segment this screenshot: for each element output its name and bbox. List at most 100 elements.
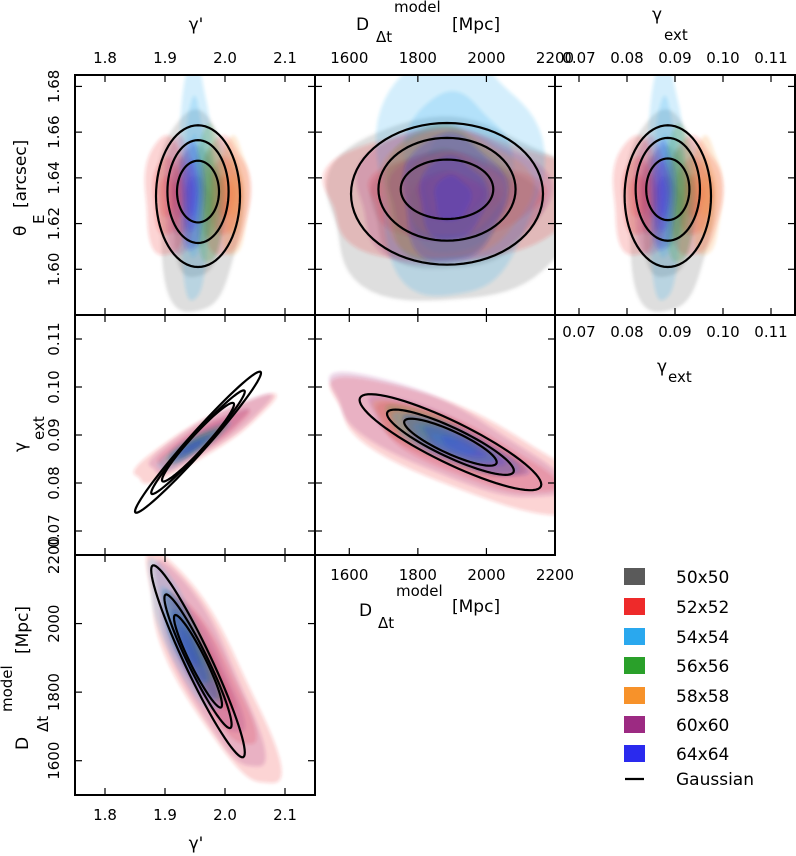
panel-gx-vs-th xyxy=(554,74,796,316)
legend-item-54x54: 54x54 xyxy=(624,628,729,648)
density-level xyxy=(674,169,686,218)
bottom-gamma-prime-tick-label: 1.9 xyxy=(153,806,177,824)
top-label-d: D xyxy=(356,15,369,35)
legend-item-50x50: 50x50 xyxy=(624,568,729,588)
density-level xyxy=(434,175,472,221)
ticks xyxy=(315,75,555,315)
top-label-gext-sub: ext xyxy=(664,26,688,44)
gaussian-contour-1 xyxy=(403,417,498,467)
mid-label-d-sup: model xyxy=(396,582,443,600)
mid-d-tick-label: 2000 xyxy=(467,566,505,584)
ticks xyxy=(75,315,315,555)
top-gext-tick-label: 0.11 xyxy=(754,49,787,67)
left-label-theta-unit: [arcsec] xyxy=(11,140,31,208)
density-64x64-gp-gx-4 xyxy=(168,430,219,463)
top-gamma-prime-tick-label: 1.9 xyxy=(153,49,177,67)
density-64x64-d-gx-5 xyxy=(402,414,530,477)
legend-label-52x52: 52x52 xyxy=(676,598,729,618)
top-label-d-unit: [Mpc] xyxy=(452,15,500,35)
right-label-gext-sub: ext xyxy=(668,368,692,386)
legend-label-58x58: 58x58 xyxy=(676,687,729,707)
density-level xyxy=(183,441,202,453)
mid-label-d: D xyxy=(359,601,372,621)
mid-label-d-unit: [Mpc] xyxy=(452,597,500,617)
legend-label-gaussian: Gaussian xyxy=(676,770,754,790)
legend-item-gaussian: Gaussian xyxy=(625,770,754,790)
left-theta-tick-label: 1.62 xyxy=(45,207,63,240)
panel-gp-th-density xyxy=(144,75,252,312)
left-d-tick-label: 2200 xyxy=(45,536,63,574)
left-gext-tick-label: 0.11 xyxy=(45,322,63,355)
density-level xyxy=(187,176,197,216)
bottom-gamma-prime-tick-label: 2.0 xyxy=(213,806,237,824)
panel-gp-vs-th xyxy=(74,74,316,316)
gaussian-contours xyxy=(349,121,545,266)
left-theta-tick-label: 1.68 xyxy=(45,70,63,103)
gaussian-contour-2 xyxy=(634,136,702,242)
gaussian-contour-3 xyxy=(150,564,246,759)
density-level xyxy=(701,174,713,217)
bottom-label-gamma-prime: γ' xyxy=(189,834,204,854)
right-gext-tick-label: 0.08 xyxy=(610,323,643,341)
ticks xyxy=(555,75,795,315)
gaussian-contours xyxy=(133,370,263,514)
left-gext-tick-label: 0.08 xyxy=(45,466,63,499)
top-gext-tick-label: 0.10 xyxy=(706,49,739,67)
left-theta-tick-label: 1.66 xyxy=(45,115,63,148)
legend-swatch-54x54 xyxy=(624,628,645,645)
mid-label-d-sub: Δt xyxy=(378,614,394,632)
left-label-gext-sub: ext xyxy=(30,416,48,440)
left-label-d-sub: Δt xyxy=(34,716,52,732)
panel-d-vs-th xyxy=(314,74,556,316)
gaussian-contours xyxy=(150,564,246,759)
density-level xyxy=(205,169,216,218)
density-level xyxy=(658,176,668,216)
left-theta-tick-label: 1.64 xyxy=(45,161,63,194)
gaussian-contour-3 xyxy=(154,124,242,269)
left-label-d-unit: [Mpc] xyxy=(13,606,33,654)
top-d-tick-label: 1800 xyxy=(399,49,437,67)
legend-item-56x56: 56x56 xyxy=(624,657,729,677)
top-gext-tick-label: 0.09 xyxy=(658,49,691,67)
legend: 50x50 52x52 54x54 56x56 58x58 60x60 64x6… xyxy=(624,568,754,790)
left-gext-tick-label: 0.09 xyxy=(45,418,63,451)
legend-swatch-56x56 xyxy=(624,657,645,674)
axis-titles: γ' D model Δt [Mpc] γ ext γ ext D model … xyxy=(0,0,692,854)
top-label-d-sup: model xyxy=(394,0,441,16)
ticks xyxy=(315,315,555,555)
right-gext-tick-label: 0.10 xyxy=(706,323,739,341)
gaussian-contour-1 xyxy=(172,613,224,709)
top-label-gamma-prime: γ' xyxy=(189,15,204,35)
top-gamma-prime-tick-label: 1.8 xyxy=(93,49,117,67)
legend-swatch-60x60 xyxy=(624,716,645,733)
panel-gp-vs-d xyxy=(74,554,316,796)
gaussian-contour-2 xyxy=(377,136,517,242)
panel-d-vs-gx xyxy=(314,314,556,556)
left-d-tick-label: 2000 xyxy=(45,605,63,643)
bottom-gamma-prime-tick-label: 2.1 xyxy=(273,806,297,824)
left-d-tick-label: 1600 xyxy=(45,742,63,780)
top-gext-tick-label: 0.08 xyxy=(610,49,643,67)
gaussian-contour-1 xyxy=(399,158,495,221)
right-gext-tick-label: 0.09 xyxy=(658,323,691,341)
gaussian-contour-2 xyxy=(166,139,230,245)
left-label-theta: θ xyxy=(11,226,31,236)
left-label-theta-sub: E xyxy=(30,215,48,224)
gaussian-contours xyxy=(623,124,713,269)
density-64x64-gp-d-4 xyxy=(163,590,218,700)
legend-item-60x60: 60x60 xyxy=(624,716,729,736)
top-gamma-prime-tick-label: 2.1 xyxy=(273,49,297,67)
left-label-d: D xyxy=(13,737,33,750)
top-label-gext: γ xyxy=(652,5,662,25)
density-56x56-gp-th-4 xyxy=(196,123,226,262)
legend-label-60x60: 60x60 xyxy=(676,716,729,736)
gaussian-contour-2 xyxy=(150,389,246,496)
legend-item-58x58: 58x58 xyxy=(624,687,729,707)
legend-swatch-52x52 xyxy=(624,598,645,615)
panel-d-th-density xyxy=(322,75,555,301)
right-gext-tick-label: 0.11 xyxy=(754,323,787,341)
ticks xyxy=(75,555,315,795)
gaussian-contour-2 xyxy=(163,593,233,730)
